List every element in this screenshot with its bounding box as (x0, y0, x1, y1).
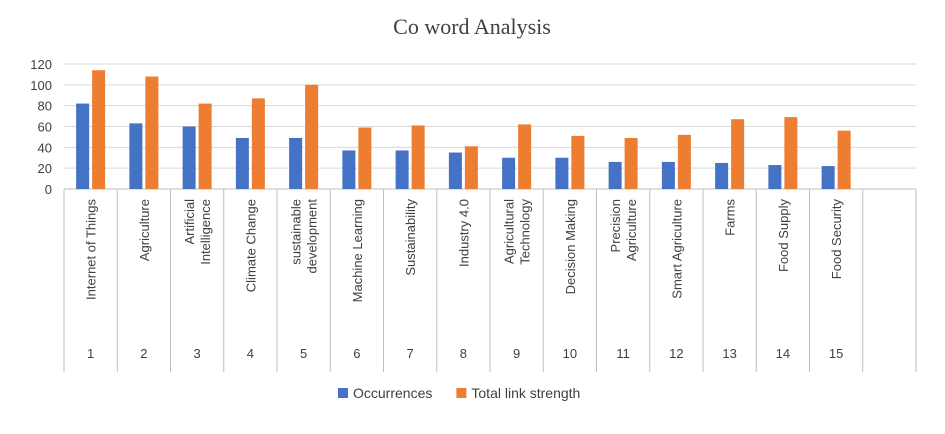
legend: Occurrences Total link strength (338, 385, 580, 401)
bar-total-link-strength (624, 137, 638, 189)
group-number-label: 8 (460, 346, 467, 361)
category-label: Machine Learning (350, 199, 365, 302)
bar-total-link-strength (731, 119, 745, 189)
bar-total-link-strength (198, 103, 212, 189)
group-number-label: 6 (353, 346, 360, 361)
category-label: Industry 4.0 (456, 199, 471, 267)
bar-occurrences (502, 157, 516, 189)
legend-label: Occurrences (353, 385, 432, 401)
y-tick-label: 40 (38, 140, 52, 155)
bar-occurrences (555, 157, 569, 189)
group-number-label: 1 (87, 346, 94, 361)
bar-occurrences (661, 161, 675, 189)
y-tick-label: 100 (30, 78, 52, 93)
bar-total-link-strength (92, 70, 106, 189)
legend-swatch (338, 388, 348, 398)
group-number-label: 15 (829, 346, 843, 361)
bar-total-link-strength (145, 76, 159, 189)
y-tick-label: 60 (38, 120, 52, 135)
bar-occurrences (342, 150, 356, 189)
bar-occurrences (448, 152, 462, 189)
bar-total-link-strength (411, 125, 425, 189)
category-label: Food Security (829, 199, 844, 280)
legend-swatch (456, 388, 467, 398)
group-number-label: 2 (140, 346, 147, 361)
group-number-label: 9 (513, 346, 520, 361)
bar-total-link-strength (305, 84, 319, 189)
y-tick-label: 80 (38, 99, 52, 114)
bar-occurrences (395, 150, 409, 189)
category-label: Food Supply (776, 199, 791, 272)
group-number-label: 13 (722, 346, 736, 361)
bar-total-link-strength (251, 98, 265, 189)
group-number-label: 3 (194, 346, 201, 361)
category-label: Climate Change (243, 199, 258, 292)
group-number-label: 14 (776, 346, 790, 361)
bars (76, 70, 851, 189)
category-label: Smart Agriculture (669, 199, 684, 299)
bar-total-link-strength (358, 127, 372, 189)
group-number-label: 4 (247, 346, 254, 361)
bar-total-link-strength (518, 124, 532, 189)
category-label: Sustainability (403, 199, 418, 276)
group-number-label: 12 (669, 346, 683, 361)
bar-total-link-strength (571, 135, 585, 189)
category-label: AgriculturalTechnology (502, 199, 533, 265)
bar-occurrences (715, 162, 729, 189)
category-label: ArtificialIntelligence (182, 199, 213, 265)
bar-occurrences (76, 103, 90, 189)
group-number-label: 5 (300, 346, 307, 361)
bar-occurrences (768, 165, 782, 189)
bar-occurrences (821, 166, 835, 189)
category-label: PrecisionAgriculture (608, 199, 639, 261)
y-tick-label: 0 (45, 182, 52, 197)
bar-occurrences (129, 123, 143, 189)
category-label: sustainabledevelopment (289, 199, 320, 274)
y-axis-ticks: 0 20 40 60 80 100 120 (30, 57, 52, 197)
group-number-label: 10 (563, 346, 577, 361)
y-tick-label: 120 (30, 57, 52, 72)
chart-title: Co word Analysis (393, 14, 551, 39)
bar-occurrences (182, 126, 196, 189)
bar-total-link-strength (784, 117, 798, 189)
bar-total-link-strength (677, 134, 691, 189)
category-labels: Internet of Things 1 Agriculture 2 Artificia… (63, 189, 917, 372)
group-number-label: 7 (407, 346, 414, 361)
y-tick-label: 20 (38, 161, 52, 176)
bar-occurrences (289, 137, 303, 189)
category-label: Decision Making (563, 199, 578, 294)
bar-total-link-strength (837, 130, 851, 189)
bar-total-link-strength (464, 146, 478, 189)
category-label: Farms (723, 199, 738, 236)
bar-occurrences (235, 137, 249, 189)
category-label: Agriculture (137, 199, 152, 261)
bar-occurrences (608, 161, 622, 189)
legend-label: Total link strength (471, 385, 580, 401)
group-number-label: 11 (616, 346, 630, 361)
category-label: Internet of Things (84, 199, 99, 300)
